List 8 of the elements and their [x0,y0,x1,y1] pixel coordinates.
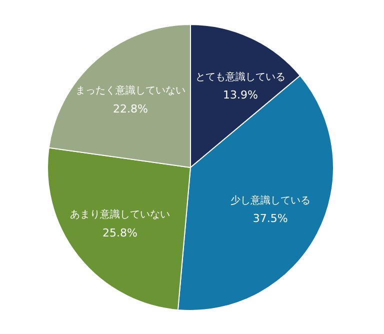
slice-label: 少し意識している [230,194,310,206]
data-label: 25.8% [102,226,138,240]
slice-label: あまり意識していない [70,208,170,221]
data-label: 13.9% [223,88,258,102]
data-label: 37.5% [252,212,288,226]
slice-label: まったく意識していない [76,84,186,97]
data-label: 22.8% [113,102,148,116]
slice-label: とても意識している [196,71,286,84]
